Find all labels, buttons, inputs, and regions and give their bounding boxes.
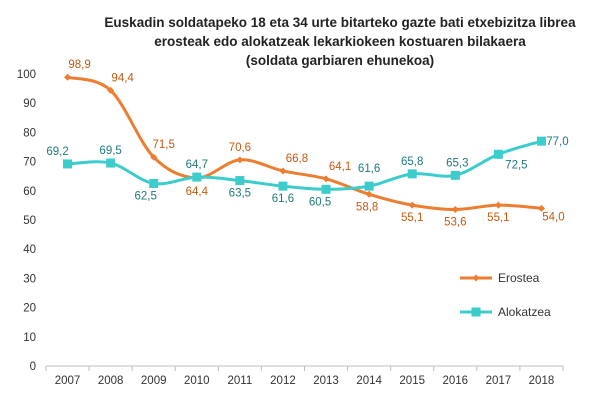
chart-title-line-1: Euskadin soldatapeko 18 eta 34 urte bita… — [104, 15, 576, 30]
y-tick-label: 50 — [23, 215, 36, 227]
legend-label-erostea: Erostea — [498, 271, 540, 285]
data-label-erostea: 64,4 — [186, 186, 209, 198]
y-tick-label: 80 — [23, 127, 36, 139]
y-tick-label: 90 — [23, 98, 36, 110]
x-tick-label: 2018 — [529, 375, 555, 387]
x-tick-label: 2014 — [356, 375, 382, 387]
data-label-alokatzea: 72,5 — [505, 159, 527, 171]
data-label-erostea: 64,1 — [329, 161, 351, 173]
data-point-alokatzea — [493, 149, 503, 159]
data-label-erostea: 54,0 — [542, 211, 564, 223]
data-point-alokatzea — [235, 176, 245, 186]
y-tick-label: 10 — [23, 332, 36, 344]
data-label-alokatzea: 77,0 — [546, 136, 568, 148]
y-tick-label: 100 — [17, 69, 36, 81]
x-tick-label: 2009 — [141, 375, 167, 387]
data-label-erostea: 71,5 — [153, 139, 175, 151]
data-label-alokatzea: 65,3 — [446, 157, 468, 169]
chart-title-line-2: erosteak edo alokatzeak lekarkiokeen kos… — [154, 34, 526, 49]
data-label-alokatzea: 60,5 — [309, 196, 331, 208]
series-line-alokatzea — [66, 139, 543, 191]
x-tick-label: 2007 — [55, 375, 81, 387]
y-tick-label: 60 — [23, 186, 36, 198]
legend-marker-alokatzea — [471, 307, 481, 317]
data-label-erostea: 53,6 — [444, 216, 466, 228]
data-point-alokatzea — [192, 172, 202, 182]
data-point-alokatzea — [321, 184, 331, 194]
data-label-erostea: 55,1 — [401, 212, 423, 224]
y-tick-label: 40 — [23, 244, 36, 256]
data-point-alokatzea — [63, 159, 73, 169]
plot-area: 98,9 94,4 71,5 64,4 70,6 66,8 64,1 58,8 55,1 53,6… — [46, 59, 568, 228]
data-point-erostea — [537, 204, 545, 212]
y-tick-label: 30 — [23, 273, 36, 285]
data-point-alokatzea — [536, 136, 546, 146]
x-tick-label: 2016 — [442, 375, 468, 387]
chart-title-line-3: (soldata garbiaren ehunekoa) — [246, 53, 434, 68]
data-point-erostea — [408, 201, 416, 209]
x-tick-label: 2013 — [313, 375, 339, 387]
data-label-erostea: 94,4 — [111, 72, 134, 84]
data-point-erostea — [236, 156, 244, 164]
data-label-erostea: 98,9 — [68, 59, 90, 71]
y-tick-label: 70 — [23, 157, 36, 169]
data-point-erostea — [365, 190, 373, 198]
data-point-erostea — [494, 201, 502, 209]
data-label-alokatzea: 69,5 — [99, 145, 121, 157]
data-label-erostea: 55,1 — [487, 212, 509, 224]
data-label-alokatzea: 61,6 — [358, 163, 380, 175]
y-tick-label: 20 — [23, 303, 36, 315]
y-tick-label: 0 — [30, 361, 36, 373]
data-label-alokatzea: 62,5 — [135, 191, 157, 203]
data-point-erostea — [64, 73, 72, 81]
x-tick-label: 2015 — [399, 375, 425, 387]
data-label-alokatzea: 61,6 — [272, 193, 294, 205]
data-point-erostea — [107, 86, 115, 94]
data-point-alokatzea — [149, 179, 159, 188]
data-point-alokatzea — [407, 169, 417, 179]
data-label-alokatzea: 69,2 — [46, 146, 68, 158]
data-label-erostea: 66,8 — [286, 153, 308, 165]
x-tick-label: 2010 — [184, 375, 210, 387]
data-point-erostea — [279, 167, 287, 175]
x-tick-label: 2017 — [486, 375, 512, 387]
data-label-alokatzea: 64,7 — [186, 159, 208, 171]
data-point-alokatzea — [450, 170, 460, 180]
data-label-erostea: 70,6 — [229, 142, 251, 154]
data-point-alokatzea — [364, 181, 374, 191]
data-point-erostea — [150, 153, 158, 161]
data-point-alokatzea — [106, 158, 116, 168]
data-point-alokatzea — [278, 181, 288, 191]
x-tick-label: 2008 — [98, 375, 124, 387]
x-tick-label: 2012 — [270, 375, 296, 387]
legend: Erostea Alokatzea — [460, 271, 551, 319]
data-label-alokatzea: 65,8 — [401, 156, 423, 168]
data-label-alokatzea: 63,5 — [229, 188, 251, 200]
axes: 0 10 20 30 40 50 60 70 80 90 100 2007 2008 2009 2010 20… — [17, 69, 564, 387]
data-point-erostea — [451, 205, 459, 213]
legend-label-alokatzea: Alokatzea — [498, 305, 551, 319]
x-tick-label: 2011 — [228, 375, 253, 387]
data-label-erostea: 58,8 — [356, 201, 378, 213]
data-point-erostea — [322, 175, 330, 183]
legend-marker-erostea — [472, 274, 480, 282]
